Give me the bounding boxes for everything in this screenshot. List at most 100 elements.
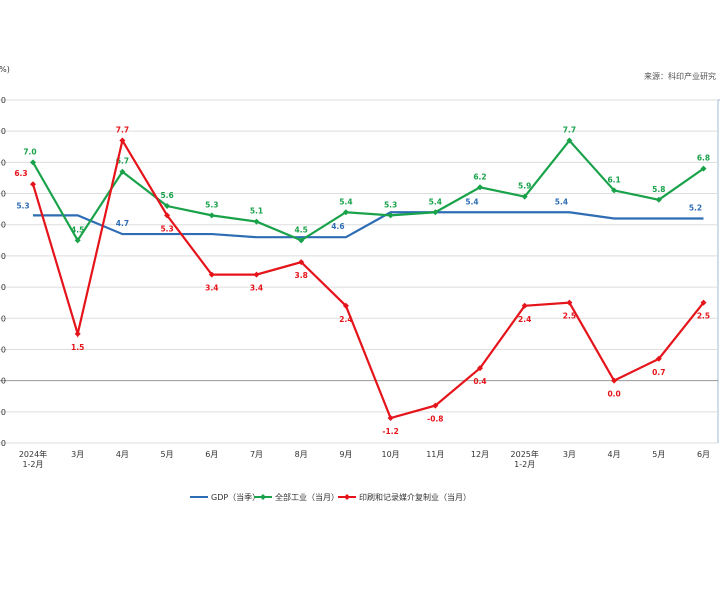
- data-label: 7.7: [563, 126, 576, 135]
- point-marker: [119, 168, 126, 175]
- y-axis-label: (%): [0, 65, 10, 74]
- point-marker: [521, 302, 528, 309]
- data-label: 3.4: [205, 284, 218, 293]
- x-tick-label: 5月: [161, 450, 174, 459]
- x-tick-label: 3月: [563, 450, 576, 459]
- y-tick-label: -2.0: [0, 439, 6, 448]
- legend-label: 印刷和记录媒介复制业（当月）: [359, 492, 471, 502]
- data-label: 5.2: [689, 203, 702, 212]
- data-label: 3.8: [295, 271, 308, 280]
- data-label: 5.6: [160, 191, 173, 200]
- y-tick-label: 3.0: [0, 283, 6, 292]
- data-label: 4.6: [331, 222, 344, 231]
- point-marker: [432, 402, 439, 409]
- series-line: [31, 137, 705, 420]
- data-label: 7.7: [116, 126, 129, 135]
- x-tick-label: 2024年 1-2月: [19, 449, 47, 469]
- point-marker: [208, 212, 215, 219]
- point-marker: [700, 299, 707, 306]
- y-tick-label: 1.0: [0, 345, 6, 354]
- source: 来源：科印产业研究: [644, 71, 716, 81]
- data-label: 2.5: [563, 312, 576, 321]
- x-tick-label: 4月: [608, 450, 621, 459]
- x-tick-label: 4月: [116, 450, 129, 459]
- data-label: 6.8: [697, 154, 710, 163]
- data-label: 6.3: [14, 169, 27, 178]
- point-marker: [477, 184, 483, 191]
- point-marker: [253, 271, 260, 278]
- point-marker: [566, 299, 573, 306]
- x-tick-label: 10月: [382, 450, 400, 459]
- data-label: 6.2: [473, 172, 486, 181]
- point-marker: [342, 209, 349, 216]
- y-tick-label: 4.0: [0, 252, 6, 261]
- data-label: -0.8: [427, 415, 443, 424]
- data-label: 3.4: [250, 284, 263, 293]
- point-marker: [566, 137, 573, 144]
- y-tick-label: 6.0: [0, 190, 6, 199]
- y-tick-label: 0.0: [0, 377, 6, 386]
- data-label: 0.7: [652, 368, 665, 377]
- data-label: 2.4: [339, 315, 352, 324]
- data-label: 5.3: [160, 224, 173, 233]
- data-label: 7.0: [23, 147, 36, 156]
- data-label: 5.4: [429, 197, 442, 206]
- point-marker: [119, 137, 126, 144]
- point-marker: [387, 212, 394, 219]
- y-tick-label: 9.0: [0, 96, 6, 105]
- point-marker: [611, 377, 618, 384]
- data-label: 5.3: [205, 200, 218, 209]
- data-label: 4.5: [295, 225, 308, 234]
- data-label: 5.3: [384, 200, 397, 209]
- point-marker: [298, 237, 305, 244]
- x-tick-label: 5月: [652, 450, 665, 459]
- point-marker: [387, 415, 394, 422]
- series-line: [33, 211, 704, 239]
- point-marker: [521, 193, 528, 200]
- point-marker: [164, 203, 171, 210]
- y-tick-label: 5.0: [0, 221, 6, 230]
- data-label: 2.5: [697, 312, 710, 321]
- x-tick-label: 7月: [250, 450, 263, 459]
- legend-label: GDP（当季）: [211, 492, 260, 502]
- point-marker: [342, 302, 349, 309]
- x-tick-label: 6月: [697, 450, 710, 459]
- y-tick-label: 7.0: [0, 158, 6, 167]
- series-line: [32, 138, 705, 243]
- x-tick-label: 3月: [71, 450, 84, 459]
- data-label: 5.4: [555, 197, 568, 206]
- data-label: 0.0: [607, 390, 620, 399]
- point-marker: [700, 165, 707, 172]
- x-tick-label: 8月: [295, 450, 308, 459]
- data-label: 0.4: [473, 377, 486, 386]
- legend-marker: [260, 494, 266, 500]
- data-label: 4.5: [71, 225, 84, 234]
- point-marker: [655, 355, 662, 362]
- point-marker: [30, 181, 36, 188]
- x-tick-label-line: 1-2月: [22, 460, 43, 469]
- x-tick-label: 9月: [339, 450, 352, 459]
- x-tick-label: 6月: [205, 450, 218, 459]
- point-marker: [477, 365, 483, 372]
- data-label: 5.9: [518, 182, 531, 191]
- x-tick-label: 12月: [471, 450, 489, 459]
- x-tick-label-line: 2024年: [19, 449, 47, 459]
- point-marker: [611, 187, 618, 194]
- data-label: 5.8: [652, 185, 665, 194]
- y-tick-label: 2.0: [0, 314, 6, 323]
- x-tick-label-line: 1-2月: [514, 460, 535, 469]
- x-tick-label-line: 2025年: [511, 449, 539, 459]
- x-tick-label: 11月: [426, 450, 444, 459]
- data-label: 6.1: [607, 175, 620, 184]
- y-tick-label: 8.0: [0, 127, 6, 136]
- data-label: 5.1: [250, 207, 263, 216]
- x-tick-label: 2025年 1-2月: [511, 449, 539, 469]
- point-marker: [253, 218, 260, 225]
- data-label: 5.4: [339, 197, 352, 206]
- point-marker: [30, 159, 36, 166]
- data-label: 6.7: [116, 157, 129, 166]
- point-marker: [655, 196, 662, 203]
- data-label: 1.5: [71, 343, 84, 352]
